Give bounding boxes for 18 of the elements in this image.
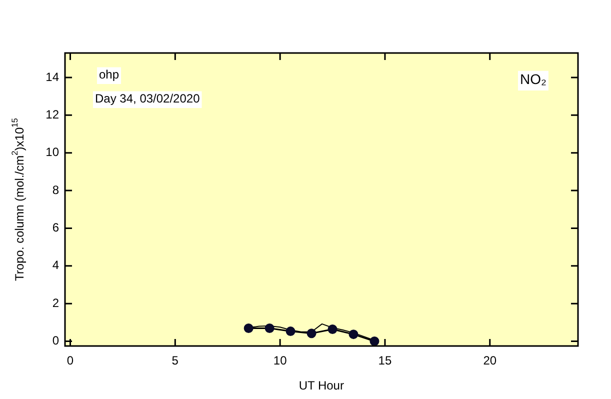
y-tick-label: 4	[52, 258, 60, 272]
x-axis-title: UT Hour	[298, 378, 344, 392]
y-tick-label: 10	[46, 145, 60, 160]
y-tick-label: 14	[46, 70, 60, 84]
y-tick-label: 6	[52, 220, 60, 235]
x-tick-label: 5	[172, 354, 179, 368]
annotation: NO₂	[520, 70, 546, 87]
y-axis-title: Tropo. column (mol./cm2)x1015	[10, 118, 26, 281]
x-tick-label: 20	[483, 354, 497, 368]
y-tick-label: 8	[52, 182, 60, 197]
annotation: Day 34, 03/02/2020	[95, 91, 200, 106]
y-tick-label: 12	[46, 107, 60, 122]
x-tick-label: 15	[378, 354, 392, 368]
annotation: ohp	[99, 67, 120, 82]
x-tick-label: 10	[273, 354, 288, 368]
y-tick-label: 0	[52, 334, 60, 348]
x-tick-label: 0	[66, 354, 74, 368]
y-tick-label: 2	[52, 296, 60, 310]
